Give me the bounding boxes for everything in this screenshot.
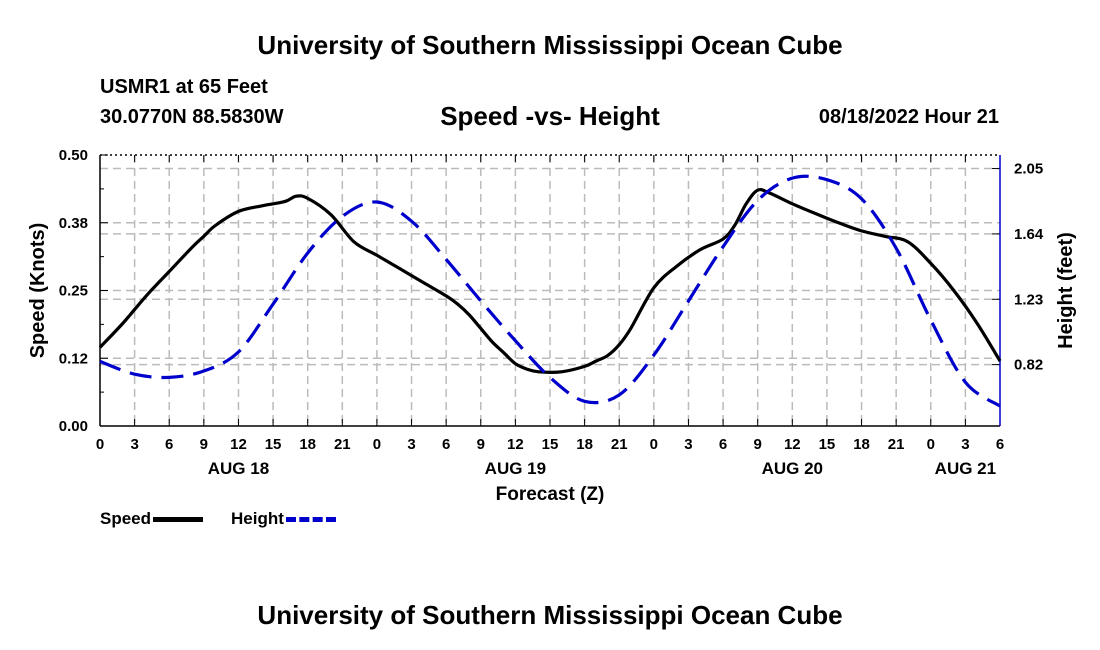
y2-tick-label: 1.23 [1014, 291, 1043, 308]
x-tick-label: 9 [200, 436, 208, 453]
y-tick-label: 0.12 [59, 350, 88, 367]
x-tick-label: 12 [507, 436, 524, 453]
x-tick-label: 18 [853, 436, 870, 453]
x-tick-label: 12 [230, 436, 247, 453]
x-tick-label: 3 [684, 436, 692, 453]
legend-height-swatch [285, 516, 336, 522]
x-tick-label: 6 [442, 436, 450, 453]
station-label: USMR1 at 65 Feet [100, 76, 268, 98]
date-label: AUG 18 [208, 459, 269, 478]
station-coordinates: 30.0770N 88.5830W [100, 106, 284, 128]
axes-layer [99, 154, 1001, 427]
x-tick-label: 18 [299, 436, 316, 453]
legend-speed: Speed [100, 509, 204, 529]
x-tick-label: 3 [130, 436, 138, 453]
x-tick-label: 0 [927, 436, 935, 453]
x-tick-label: 21 [888, 436, 905, 453]
forecast-datetime: 08/18/2022 Hour 21 [818, 106, 999, 128]
x-tick-label: 18 [576, 436, 593, 453]
x-tick-label: 15 [542, 436, 559, 453]
speed-series-line [98, 187, 1002, 374]
labels-layer: 0 3 6 9 12 15 18 21 0 3 6 9 12 15 18 21 0 3 6 9 12 15 18 21 0 3 6 0… [27, 147, 1077, 505]
chart-subtitle: Speed -vs- Height [440, 101, 660, 131]
x-tick-label: 9 [477, 436, 485, 453]
x-tick-label: 6 [165, 436, 173, 453]
y-axis-title: Speed (Knots) [27, 223, 49, 359]
x-tick-label: 15 [819, 436, 836, 453]
y-tick-label: 0.25 [59, 283, 88, 300]
legend-height: Height [231, 509, 336, 529]
x-tick-label: 3 [407, 436, 415, 453]
series-layer [98, 174, 1002, 408]
legend-height-label: Height [231, 509, 284, 528]
x-tick-label: 15 [265, 436, 282, 453]
page-footer-title: University of Southern Mississippi Ocean… [257, 600, 843, 630]
x-tick-label: 3 [961, 436, 969, 453]
x-tick-label: 6 [996, 436, 1004, 453]
x-tick-label: 12 [784, 436, 801, 453]
y-tick-label: 0.38 [59, 215, 88, 232]
date-label: AUG 19 [485, 459, 546, 478]
date-label: AUG 20 [762, 459, 823, 478]
x-tick-label: 21 [334, 436, 351, 453]
height-series-line [99, 174, 1001, 408]
y-tick-label: 0.50 [59, 147, 88, 164]
y-tick-label: 0.00 [59, 418, 88, 435]
y2-tick-label: 1.64 [1014, 226, 1044, 243]
legend-speed-label: Speed [100, 509, 152, 528]
x-tick-label: 0 [373, 436, 381, 453]
x-tick-label: 0 [96, 436, 104, 453]
x-tick-label: 21 [611, 436, 628, 453]
x-axis-title: Forecast (Z) [496, 484, 605, 505]
legend-speed-swatch [153, 516, 204, 522]
x-tick-label: 0 [650, 436, 658, 453]
y2-axis-title: Height (feet) [1055, 232, 1077, 349]
y2-tick-label: 2.05 [1014, 161, 1043, 178]
x-tick-label: 6 [719, 436, 727, 453]
grid-layer [100, 155, 1000, 426]
date-label: AUG 21 [935, 459, 996, 478]
x-tick-label: 9 [754, 436, 762, 453]
y2-tick-label: 0.82 [1014, 357, 1043, 374]
page-title: University of Southern Mississippi Ocean… [257, 30, 843, 60]
